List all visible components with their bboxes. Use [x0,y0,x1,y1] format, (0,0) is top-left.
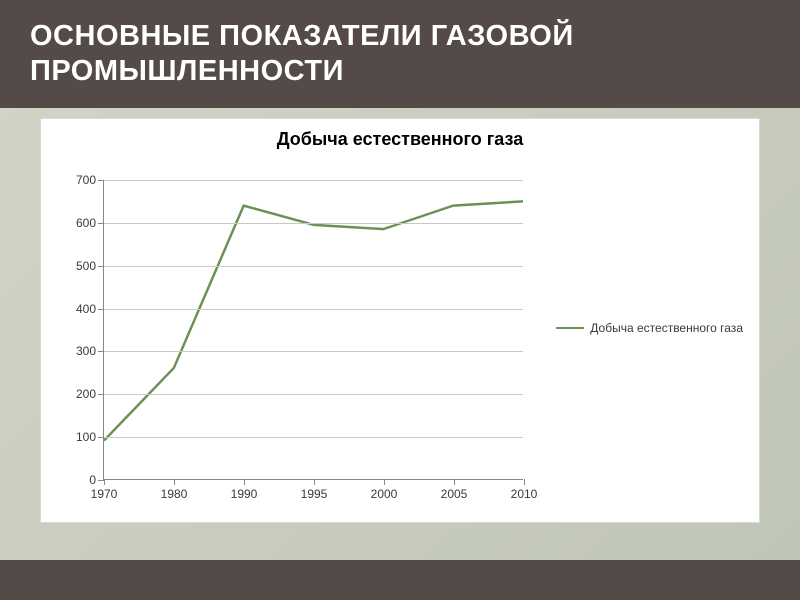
x-tick [384,479,385,485]
x-axis-label: 1980 [161,487,188,501]
x-tick [104,479,105,485]
content-area: Добыча естественного газа 0 100 200 300 400 5… [0,108,800,560]
gridline [104,437,523,438]
plot-area: 0100200300400500600700197019801990199520… [103,180,523,480]
y-tick [98,223,104,224]
chart-legend: Добыча естественного газа [556,321,743,335]
y-axis-label: 400 [76,302,96,316]
gridline [104,394,523,395]
legend-label: Добыча естественного газа [590,321,743,335]
gridline [104,266,523,267]
y-tick [98,394,104,395]
y-tick [98,180,104,181]
gridline [104,180,523,181]
x-axis-label: 1990 [231,487,258,501]
y-axis-label: 200 [76,387,96,401]
line-series-layer [104,180,523,479]
chart-container: Добыча естественного газа 0 100 200 300 400 5… [40,118,760,523]
y-axis-label: 300 [76,344,96,358]
chart-title: Добыча естественного газа [41,119,759,150]
x-tick [314,479,315,485]
gridline [104,309,523,310]
line-series [104,201,523,440]
y-axis-label: 0 [89,473,96,487]
x-axis-label: 1995 [301,487,328,501]
x-tick [454,479,455,485]
y-axis-label: 500 [76,259,96,273]
y-tick [98,309,104,310]
y-axis-label: 100 [76,430,96,444]
y-tick [98,266,104,267]
y-axis-label: 700 [76,173,96,187]
header-band: ОСНОВНЫЕ ПОКАЗАТЕЛИ ГАЗОВОЙ ПРОМЫШЛЕННОС… [0,0,800,108]
gridline [104,351,523,352]
x-tick [524,479,525,485]
x-axis-label: 1970 [91,487,118,501]
gridline [104,223,523,224]
x-axis-label: 2010 [511,487,538,501]
x-tick [244,479,245,485]
x-tick [174,479,175,485]
x-axis-label: 2005 [441,487,468,501]
legend-swatch [556,327,584,329]
y-tick [98,351,104,352]
y-tick [98,437,104,438]
y-axis-label: 600 [76,216,96,230]
footer-band [0,560,800,600]
x-axis-label: 2000 [371,487,398,501]
page-title: ОСНОВНЫЕ ПОКАЗАТЕЛИ ГАЗОВОЙ ПРОМЫШЛЕННОС… [30,19,770,89]
chart-body: 0 100 200 300 400 500 600 700 1970 1980 1990 1995 20… [41,150,759,505]
